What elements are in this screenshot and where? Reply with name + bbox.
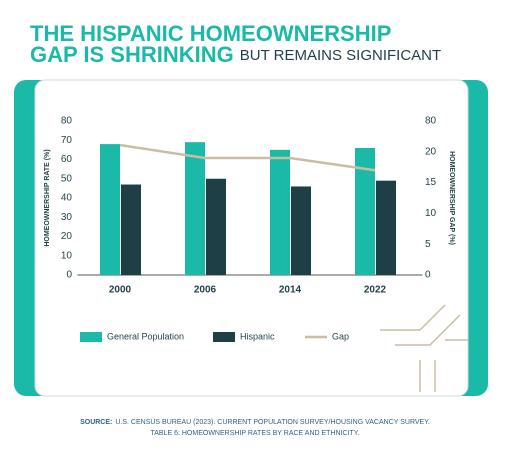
bar [185,142,205,275]
title-line2: GAP IS SHRINKING BUT REMAINS SIGNIFICANT [30,42,441,67]
source-line2: TABLE 6: HOMEOWNERSHIP RATES BY RACE AND… [150,430,359,437]
y-tick-label: 40 [61,193,73,204]
title-rest: BUT REMAINS SIGNIFICANT [240,47,441,64]
y2-axis-label: HOMEOWNERSHIP GAP (%) [448,151,455,245]
title-highlight: GAP IS SHRINKING [30,42,234,67]
legend-swatch [80,332,102,342]
bar [291,186,311,275]
bar [270,149,290,275]
y-tick-label: 30 [61,212,73,223]
source-label: SOURCE: [80,419,112,426]
x-tick-label: 2000 [109,285,132,296]
decoration [380,304,468,392]
bar [100,144,120,275]
source-line1: SOURCE: U.S. CENSUS BUREAU (2023). CURREN… [80,419,430,426]
x-tick-label: 2006 [194,285,217,296]
legend-label: Gap [332,331,349,341]
bar [121,184,141,275]
y-tick-label: 60 [61,154,73,165]
bar [355,147,375,275]
y2-tick-label: 80 [425,116,437,127]
y2-tick-label: 5 [425,239,431,250]
x-tick-label: 2014 [279,285,302,296]
y2-tick-label: 20 [425,146,437,157]
card [34,79,469,397]
title-line1: THE HISPANIC HOMEOWNERSHIP [30,21,391,46]
y-tick-label: 20 [61,231,73,242]
y2-tick-label: 15 [425,177,437,188]
y-tick-label: 0 [66,270,72,281]
y2-tick-label: 10 [425,208,437,219]
legend-swatch [213,332,235,342]
bar [376,180,396,275]
legend-label: General Population [107,331,184,341]
x-tick-label: 2022 [364,285,387,296]
y-tick-label: 10 [61,250,73,261]
source-text: U.S. CENSUS BUREAU (2023). CURRENT POPUL… [115,419,430,426]
y-tick-label: 70 [61,135,73,146]
y2-tick-label: 0 [425,270,431,281]
y-tick-label: 80 [61,116,73,127]
legend-label: Hispanic [240,331,275,341]
bar [206,178,226,275]
y-axis-label: HOMEOWNERSHIP RATE (%) [44,149,51,246]
gap-line [119,143,376,172]
y-tick-label: 50 [61,173,73,184]
